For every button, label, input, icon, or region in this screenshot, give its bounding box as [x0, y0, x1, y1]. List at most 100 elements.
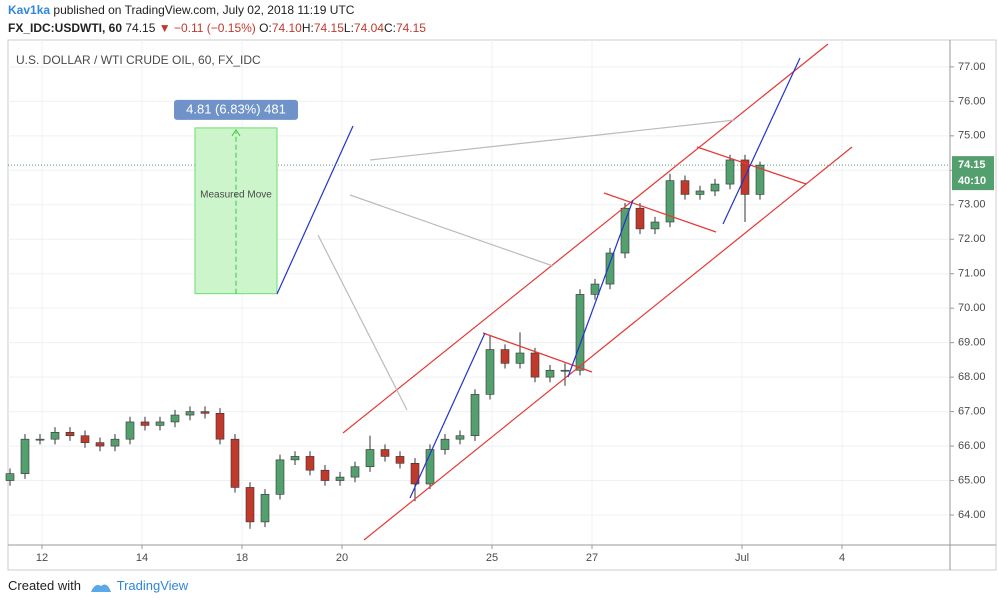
- ohlc-value: 74.10: [271, 21, 302, 35]
- ohlc-label: O:: [259, 21, 272, 35]
- symbol: FX_IDC:USDWTI, 60: [8, 21, 123, 35]
- candle-body: [560, 369, 570, 372]
- candle-body: [50, 431, 60, 440]
- candle-body: [275, 459, 285, 495]
- x-tick-label: 27: [586, 552, 598, 564]
- candle-body: [395, 456, 405, 464]
- candle-body: [200, 411, 210, 414]
- ohlc: O:74.10H:74.15L:74.04C:74.15: [259, 21, 426, 35]
- y-tick-label: 71.00: [958, 268, 986, 280]
- candle-body: [35, 438, 45, 441]
- chart: Measured Move 4.81 (6.83%) 481 U.S. DOLLA…: [5, 39, 997, 571]
- y-tick-label: 64.00: [958, 509, 986, 521]
- arrow: [369, 119, 736, 161]
- y-tick-label: 72.00: [958, 233, 986, 245]
- x-tick-label: Jul: [735, 552, 749, 564]
- candle-body: [635, 207, 645, 230]
- chart-title: U.S. DOLLAR / WTI CRUDE OIL, 60, FX_IDC: [16, 53, 261, 67]
- candle-body: [185, 411, 195, 416]
- footer: Created with TradingView: [8, 578, 188, 594]
- candle-body: [665, 180, 675, 223]
- candle-body: [380, 449, 390, 457]
- candle-body: [710, 183, 720, 192]
- logo: [90, 584, 111, 592]
- candle-body: [125, 421, 135, 440]
- candle-body: [425, 449, 435, 485]
- frame: [7, 39, 997, 571]
- candle-body: [350, 466, 360, 478]
- flag: [603, 192, 717, 233]
- brand[interactable]: TradingView: [116, 578, 189, 593]
- ohlc-value: 74.15: [395, 21, 426, 35]
- x-tick-label: 14: [136, 552, 148, 564]
- candle-body: [215, 413, 225, 440]
- arrow: [349, 194, 554, 267]
- x-tick-label: 12: [36, 552, 48, 564]
- candle-body: [680, 180, 690, 195]
- arrow: [317, 234, 408, 411]
- candle-body: [485, 349, 495, 395]
- candle-body: [515, 352, 525, 364]
- author[interactable]: Kav1ka: [8, 3, 51, 17]
- candle-body: [65, 431, 75, 437]
- leg: [276, 125, 354, 295]
- candle-body: [545, 369, 555, 378]
- created: Created with: [8, 578, 81, 593]
- candle-body: [620, 207, 630, 254]
- candle-body: [155, 421, 165, 426]
- candle-body: [575, 294, 585, 371]
- candle-body: [305, 456, 315, 471]
- candle-body: [500, 349, 510, 364]
- x-tick-label: 4: [839, 552, 845, 564]
- y-tick-label: 66.00: [958, 440, 986, 452]
- candle-body: [365, 449, 375, 468]
- candle-body: [110, 438, 120, 447]
- candle-body: [335, 476, 345, 481]
- x-tick-label: 20: [336, 552, 348, 564]
- change: −0.11 (−0.15%): [173, 21, 256, 35]
- channel-bottom: [363, 146, 853, 541]
- ohlc-label: L:: [343, 21, 354, 35]
- candle-body: [440, 438, 450, 450]
- y-tick-label: 73.00: [958, 199, 986, 211]
- candle-body: [530, 352, 540, 378]
- ohlc-value: 74.15: [313, 21, 344, 35]
- measure-name: Measured Move: [200, 189, 272, 200]
- candle-body: [455, 435, 465, 440]
- candle-body: [470, 394, 480, 437]
- candle-body: [590, 283, 600, 295]
- candle-body: [755, 164, 765, 195]
- leg: [567, 199, 634, 378]
- flag: [696, 146, 807, 185]
- candle-body: [410, 463, 420, 485]
- candle-body: [5, 473, 15, 481]
- candle-body: [20, 438, 30, 474]
- candle-body: [650, 221, 660, 230]
- symbol-line: FX_IDC:USDWTI, 60 74.15 ▼ −0.11 (−0.15%)…: [8, 21, 426, 35]
- ohlc-value: 74.04: [353, 21, 384, 35]
- measure-label-bg: [174, 99, 298, 120]
- candle-body: [245, 487, 255, 523]
- drawings: [276, 43, 853, 541]
- y-tick-label: 76.00: [958, 95, 986, 107]
- y-tick-label: 67.00: [958, 406, 986, 418]
- flag: [482, 332, 593, 373]
- channel-top: [342, 43, 829, 434]
- candle-body: [170, 414, 180, 423]
- y-tick-label: 68.00: [958, 371, 986, 383]
- measure-label: 4.81 (6.83%) 481: [186, 101, 286, 116]
- candle-body: [695, 190, 705, 195]
- countdown: 40:10: [958, 175, 986, 187]
- x-tick-label: 18: [236, 552, 248, 564]
- candle-body: [80, 435, 90, 443]
- y-tick-label: 69.00: [958, 337, 986, 349]
- y-tick-label: 75.00: [958, 130, 986, 142]
- publish-line: Kav1ka published on TradingView.com, Jul…: [8, 3, 354, 17]
- candle-body: [605, 252, 615, 285]
- y-tick-label: 70.00: [958, 302, 986, 314]
- leg: [409, 332, 486, 499]
- candle-body: [140, 421, 150, 426]
- candle-body: [290, 456, 300, 461]
- x-tick-label: 25: [486, 552, 498, 564]
- y-tick-label: 65.00: [958, 474, 986, 486]
